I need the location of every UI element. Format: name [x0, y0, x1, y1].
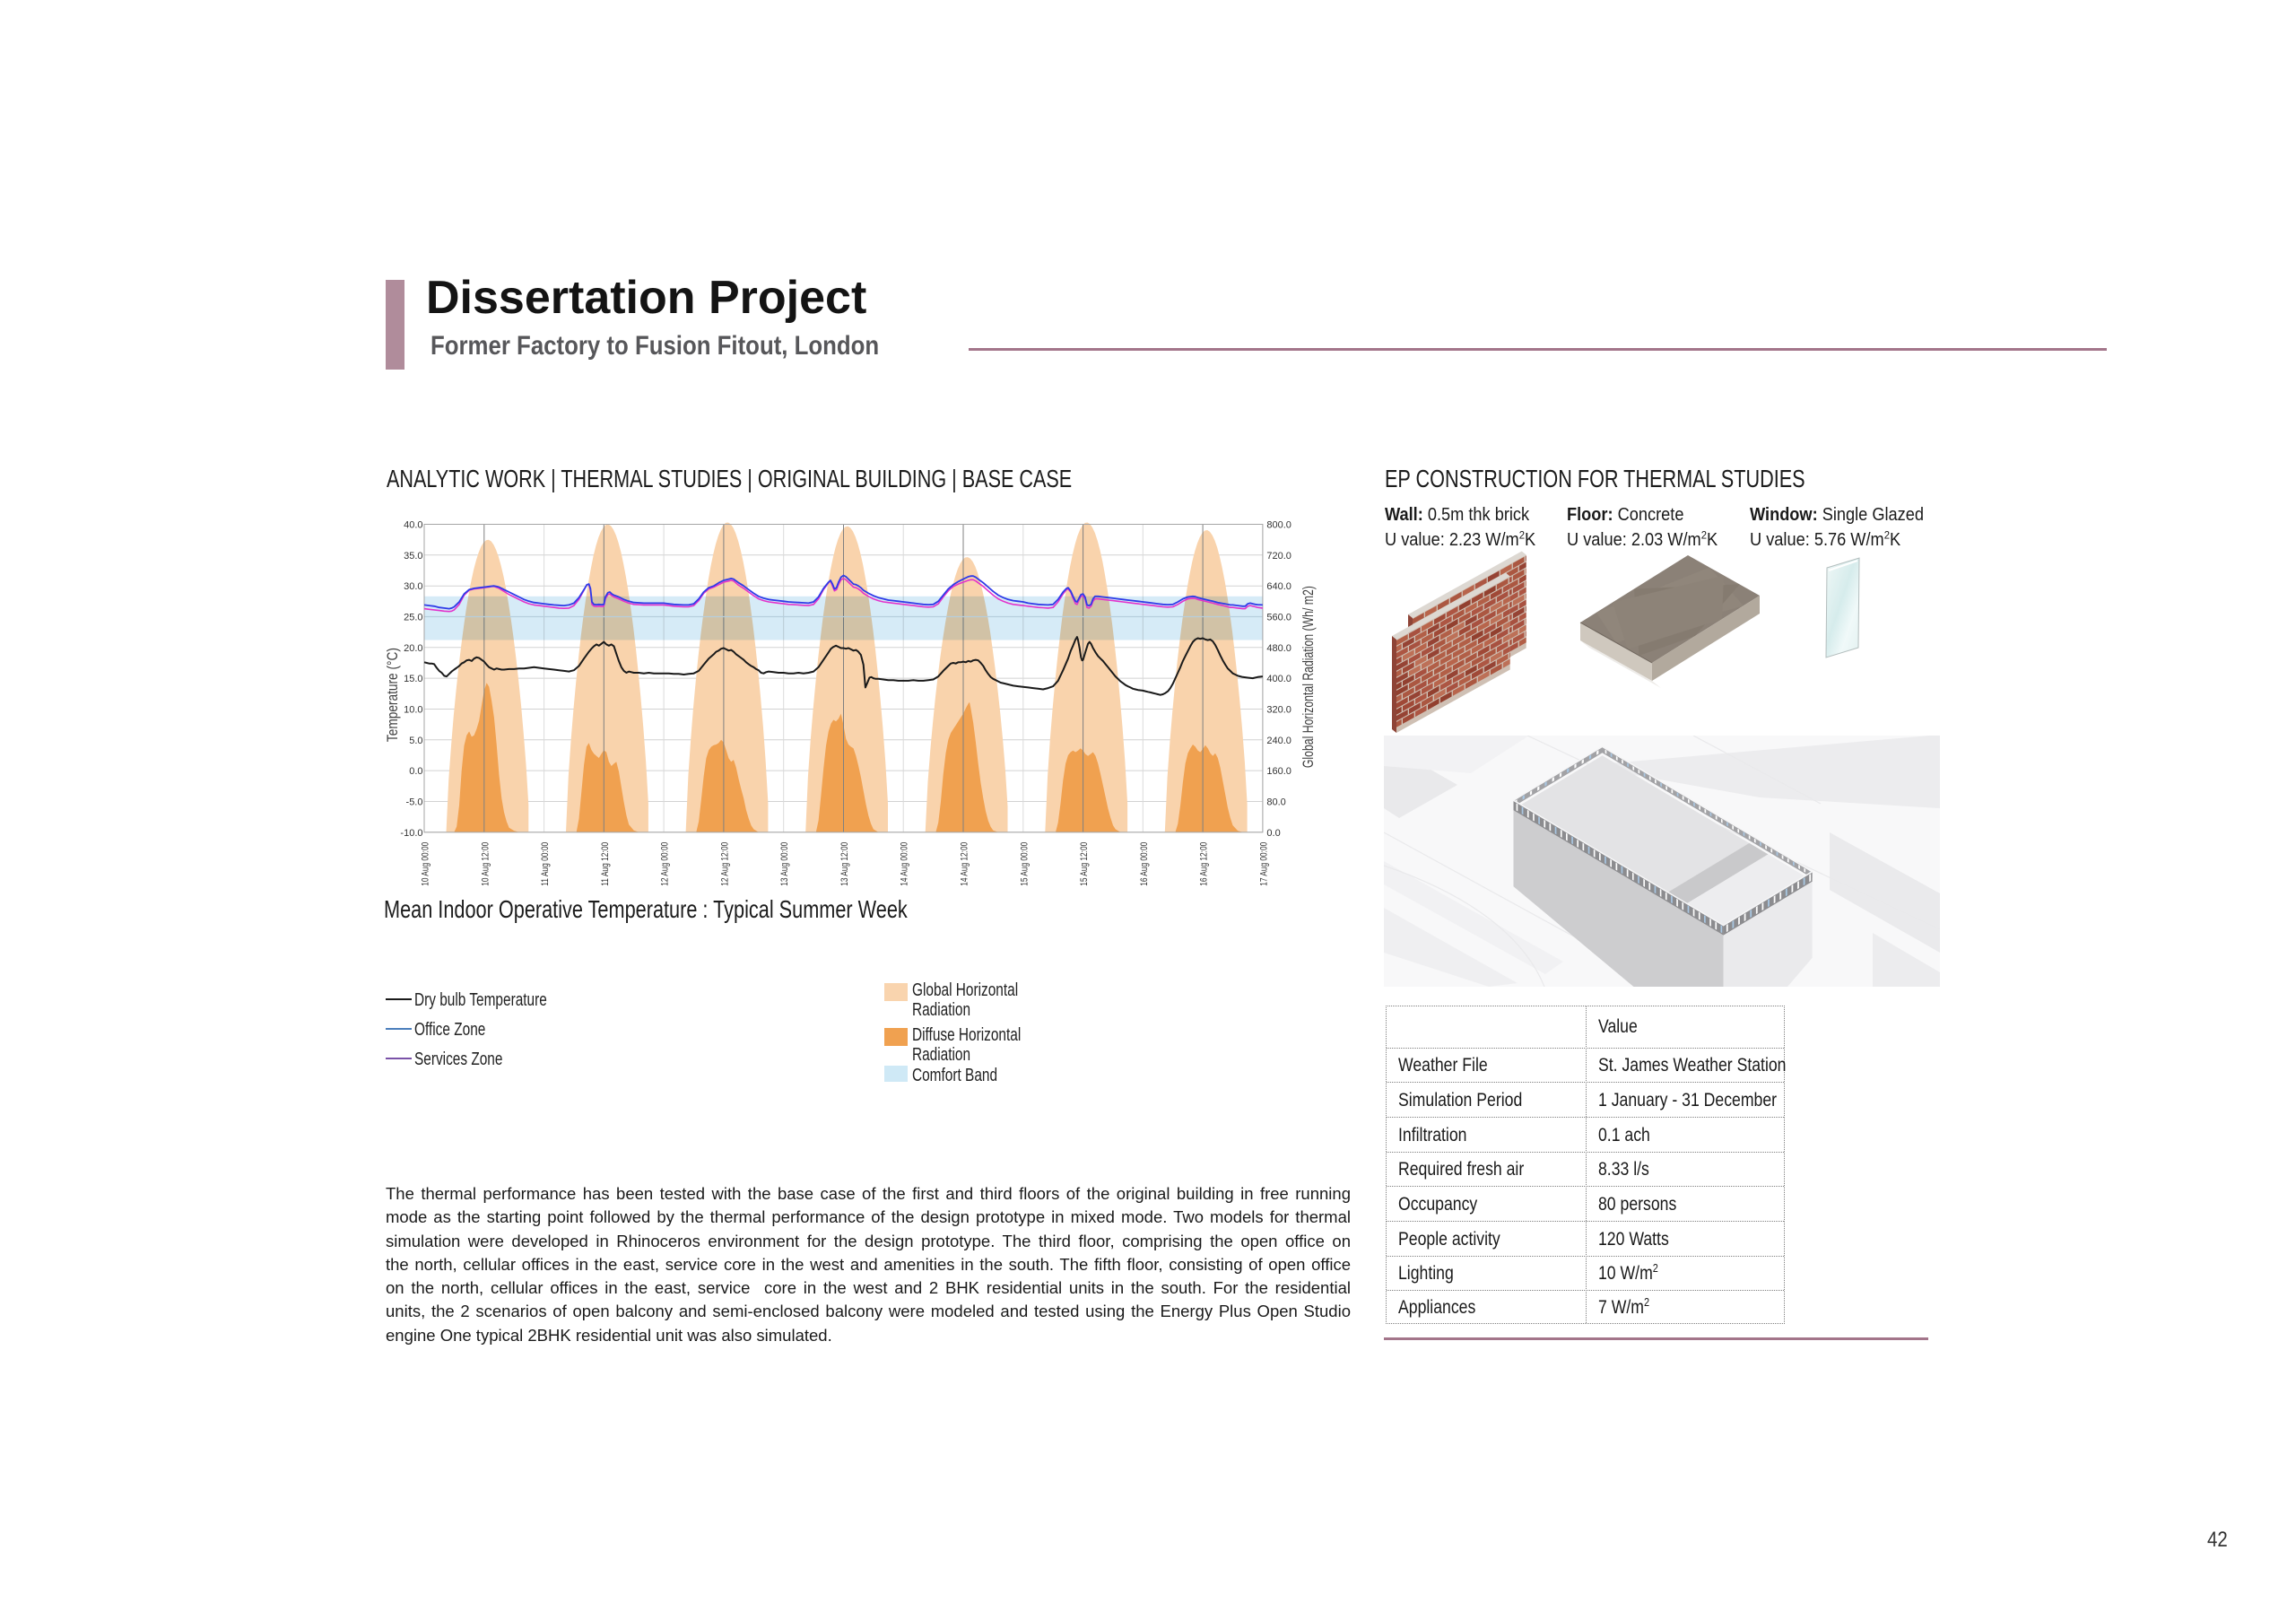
- svg-text:12 Aug 12:00: 12 Aug 12:00: [719, 842, 730, 886]
- svg-text:14 Aug 00:00: 14 Aug 00:00: [900, 842, 910, 886]
- svg-text:25.0: 25.0: [404, 613, 422, 623]
- svg-text:320.0: 320.0: [1266, 705, 1292, 716]
- svg-text:40.0: 40.0: [404, 520, 422, 531]
- svg-text:480.0: 480.0: [1266, 643, 1292, 654]
- svg-text:10.0: 10.0: [404, 705, 422, 716]
- svg-text:0.0: 0.0: [1266, 828, 1280, 839]
- svg-text:20.0: 20.0: [404, 643, 422, 654]
- svg-text:560.0: 560.0: [1266, 613, 1292, 623]
- svg-text:80.0: 80.0: [1266, 797, 1285, 808]
- svg-text:15 Aug 12:00: 15 Aug 12:00: [1079, 842, 1090, 886]
- svg-text:11 Aug 12:00: 11 Aug 12:00: [600, 842, 611, 886]
- svg-text:30.0: 30.0: [404, 581, 422, 592]
- svg-text:13 Aug 00:00: 13 Aug 00:00: [779, 842, 790, 886]
- svg-text:16 Aug 12:00: 16 Aug 12:00: [1199, 842, 1210, 886]
- svg-text:5.0: 5.0: [409, 736, 422, 746]
- svg-text:Temperature (°C): Temperature (°C): [386, 648, 401, 742]
- svg-text:35.0: 35.0: [404, 551, 422, 562]
- svg-text:12 Aug 00:00: 12 Aug 00:00: [660, 842, 671, 886]
- svg-text:11 Aug 00:00: 11 Aug 00:00: [540, 842, 551, 886]
- svg-text:640.0: 640.0: [1266, 581, 1292, 592]
- svg-text:15 Aug 00:00: 15 Aug 00:00: [1019, 842, 1030, 886]
- svg-text:Global Horizontal Radiation (W: Global Horizontal Radiation (Wh/ m2): [1300, 586, 1317, 768]
- svg-text:800.0: 800.0: [1266, 520, 1292, 531]
- svg-text:-10.0: -10.0: [400, 828, 422, 839]
- svg-text:160.0: 160.0: [1266, 766, 1292, 777]
- svg-text:0.0: 0.0: [409, 766, 422, 777]
- svg-text:17 Aug 00:00: 17 Aug 00:00: [1258, 842, 1269, 886]
- svg-text:720.0: 720.0: [1266, 551, 1292, 562]
- svg-text:10 Aug 12:00: 10 Aug 12:00: [480, 842, 491, 886]
- svg-text:-5.0: -5.0: [406, 797, 423, 808]
- svg-text:15.0: 15.0: [404, 674, 422, 684]
- svg-text:14 Aug 12:00: 14 Aug 12:00: [960, 842, 970, 886]
- svg-text:10 Aug 00:00: 10 Aug 00:00: [421, 842, 431, 886]
- svg-text:13 Aug 12:00: 13 Aug 12:00: [839, 842, 850, 886]
- svg-text:16 Aug 00:00: 16 Aug 00:00: [1139, 842, 1150, 886]
- svg-text:400.0: 400.0: [1266, 674, 1292, 684]
- svg-text:240.0: 240.0: [1266, 736, 1292, 746]
